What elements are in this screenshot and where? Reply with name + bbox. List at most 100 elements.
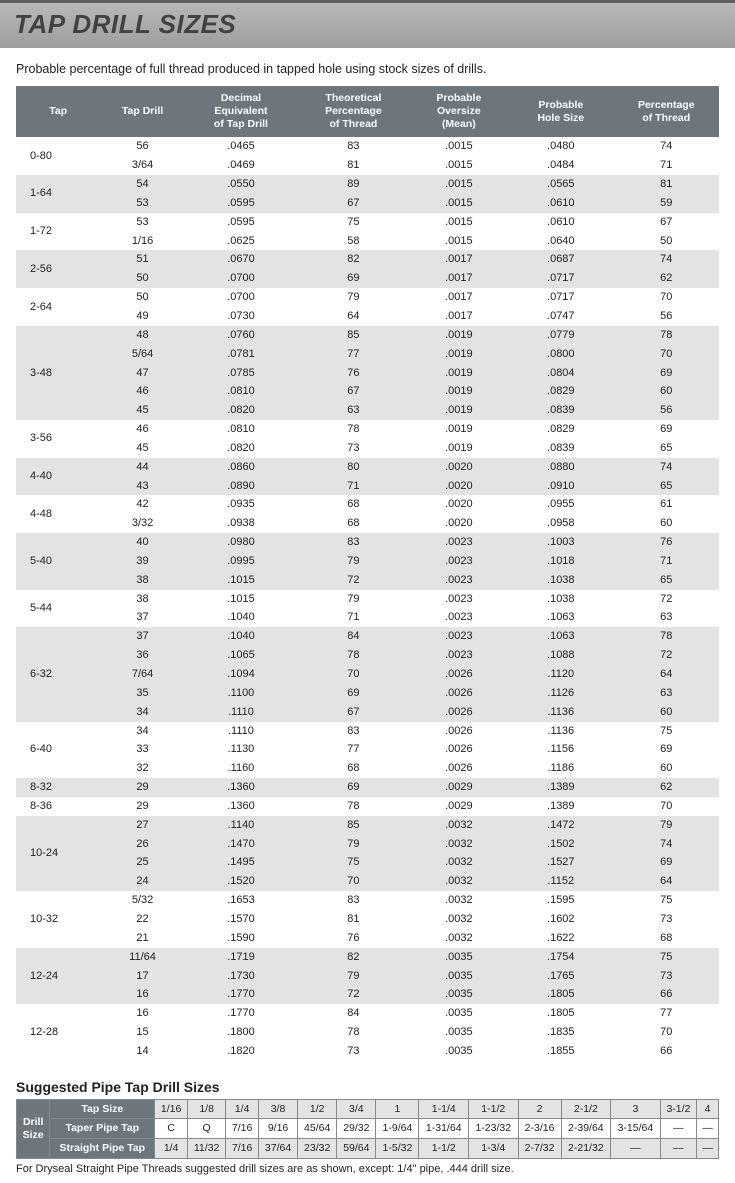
data-cell: 79 xyxy=(297,835,409,854)
data-cell: .0810 xyxy=(185,420,297,439)
data-cell: .0800 xyxy=(508,345,613,364)
data-cell: 71 xyxy=(297,608,409,627)
data-cell: 83 xyxy=(297,891,409,910)
data-cell: .0019 xyxy=(410,439,508,458)
data-cell: .1018 xyxy=(508,552,613,571)
data-cell: .1805 xyxy=(508,985,613,1004)
tap-cell: 8-32 xyxy=(16,778,100,797)
data-cell: .0820 xyxy=(185,401,297,420)
data-cell: 76 xyxy=(297,364,409,383)
data-cell: 32 xyxy=(100,759,184,778)
data-cell: .0610 xyxy=(508,213,613,232)
data-cell: 72 xyxy=(614,646,720,665)
tap-cell: 12-24 xyxy=(16,948,100,1005)
pipe-table-title: Suggested Pipe Tap Drill Sizes xyxy=(16,1079,719,1095)
data-cell: 67 xyxy=(297,703,409,722)
data-cell: 78 xyxy=(614,627,720,646)
data-cell: .1590 xyxy=(185,929,297,948)
table-row: 7/64.109470.0026.112064 xyxy=(16,665,719,684)
data-cell: 83 xyxy=(297,137,409,156)
data-cell: .0032 xyxy=(410,929,508,948)
data-cell: .0019 xyxy=(410,420,508,439)
table-row: 10-2427.114085.0032.147279 xyxy=(16,816,719,835)
data-cell: .1110 xyxy=(185,703,297,722)
data-cell: 68 xyxy=(297,514,409,533)
data-cell: 79 xyxy=(297,590,409,609)
table-row: 2-6450.070079.0017.071770 xyxy=(16,288,719,307)
data-cell: .1602 xyxy=(508,910,613,929)
data-cell: 43 xyxy=(100,477,184,496)
data-cell: 56 xyxy=(614,307,720,326)
data-cell: .0730 xyxy=(185,307,297,326)
table-row: 8-3229.136069.0029.138962 xyxy=(16,778,719,797)
taper-cell: 45/64 xyxy=(298,1119,337,1139)
data-cell: 76 xyxy=(297,929,409,948)
data-cell: .0035 xyxy=(410,1042,508,1061)
data-cell: 77 xyxy=(297,345,409,364)
data-cell: 5/64 xyxy=(100,345,184,364)
data-cell: .1855 xyxy=(508,1042,613,1061)
data-cell: .0595 xyxy=(185,194,297,213)
data-cell: 60 xyxy=(614,382,720,401)
data-cell: 70 xyxy=(614,345,720,364)
data-cell: 39 xyxy=(100,552,184,571)
data-cell: .0700 xyxy=(185,269,297,288)
data-cell: 64 xyxy=(614,665,720,684)
tap-size-cell: 1/16 xyxy=(155,1099,188,1119)
taper-cell: — xyxy=(697,1119,719,1139)
data-cell: .1015 xyxy=(185,590,297,609)
data-cell: .1653 xyxy=(185,891,297,910)
data-cell: 69 xyxy=(614,364,720,383)
data-cell: 75 xyxy=(614,891,720,910)
tap-size-cell: 2 xyxy=(518,1099,561,1119)
data-cell: 63 xyxy=(297,401,409,420)
data-cell: 45 xyxy=(100,401,184,420)
tap-cell: 2-64 xyxy=(16,288,100,326)
data-cell: 26 xyxy=(100,835,184,854)
table-row: 49.073064.0017.074756 xyxy=(16,307,719,326)
data-cell: 36 xyxy=(100,646,184,665)
data-cell: .0550 xyxy=(185,175,297,194)
data-cell: .0032 xyxy=(410,872,508,891)
data-cell: .0760 xyxy=(185,326,297,345)
tap-cell: 6-40 xyxy=(16,722,100,779)
data-cell: 1/16 xyxy=(100,232,184,251)
data-cell: .0955 xyxy=(508,495,613,514)
data-cell: .0035 xyxy=(410,967,508,986)
taper-cell: 1-23/32 xyxy=(469,1119,519,1139)
tap-cell: 10-32 xyxy=(16,891,100,948)
table-row: 12-2816.177084.0035.180577 xyxy=(16,1004,719,1023)
tap-cell: 8-36 xyxy=(16,797,100,816)
data-cell: .0035 xyxy=(410,1004,508,1023)
data-cell: .0687 xyxy=(508,250,613,269)
straight-cell: 1-3/4 xyxy=(469,1138,519,1158)
data-cell: 66 xyxy=(614,1042,720,1061)
data-cell: .1719 xyxy=(185,948,297,967)
data-cell: .0860 xyxy=(185,458,297,477)
data-cell: .0670 xyxy=(185,250,297,269)
data-cell: 54 xyxy=(100,175,184,194)
data-cell: .0820 xyxy=(185,439,297,458)
data-cell: 38 xyxy=(100,590,184,609)
data-cell: .0020 xyxy=(410,495,508,514)
data-cell: 67 xyxy=(297,382,409,401)
table-row: 46.081067.0019.082960 xyxy=(16,382,719,401)
content: Probable percentage of full thread produ… xyxy=(0,48,735,1183)
data-cell: .1502 xyxy=(508,835,613,854)
straight-cell: 23/32 xyxy=(298,1138,337,1158)
data-cell: 72 xyxy=(614,590,720,609)
pipe-footnote: For Dryseal Straight Pipe Threads sugges… xyxy=(16,1163,719,1175)
data-cell: 3/32 xyxy=(100,514,184,533)
data-cell: .1622 xyxy=(508,929,613,948)
data-cell: 73 xyxy=(614,967,720,986)
data-cell: 53 xyxy=(100,213,184,232)
data-cell: .0625 xyxy=(185,232,297,251)
table-row: 22.157081.0032.160273 xyxy=(16,910,719,929)
data-cell: .1835 xyxy=(508,1023,613,1042)
data-cell: 69 xyxy=(614,420,720,439)
data-cell: .0747 xyxy=(508,307,613,326)
data-cell: .0785 xyxy=(185,364,297,383)
data-cell: .1136 xyxy=(508,722,613,741)
straight-cell: 1-5/32 xyxy=(376,1138,419,1158)
column-header: ProbableHole Size xyxy=(508,86,613,137)
